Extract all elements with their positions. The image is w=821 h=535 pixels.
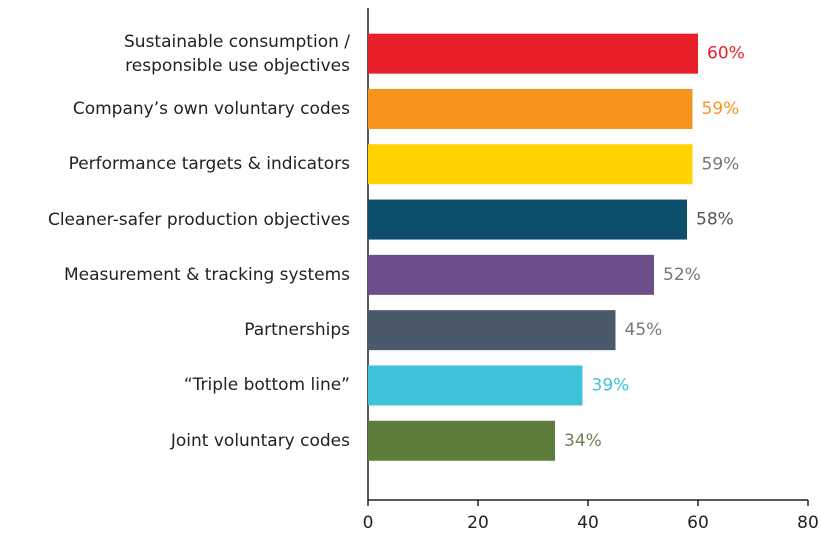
bar (368, 144, 693, 185)
bar (368, 199, 687, 240)
category-label: Performance targets & indicators (68, 154, 350, 175)
bar (368, 310, 616, 351)
value-label: 52% (663, 265, 701, 285)
category-label: “Triple bottom line” (183, 375, 350, 396)
category-label: Company’s own voluntary codes (72, 98, 350, 119)
x-tick-label: 80 (797, 513, 819, 533)
value-label: 39% (592, 375, 630, 395)
x-tick-label: 0 (363, 513, 374, 533)
bar (368, 33, 698, 74)
value-label: 58% (696, 210, 734, 230)
category-label: Measurement & tracking systems (63, 264, 350, 285)
x-tick-label: 60 (687, 513, 709, 533)
bar (368, 420, 555, 461)
bar (368, 88, 693, 129)
value-label: 34% (564, 431, 602, 451)
value-label: 59% (702, 99, 740, 119)
category-label: Joint voluntary codes (170, 430, 350, 451)
category-label: Partnerships (244, 320, 350, 341)
category-label: Cleaner-safer production objectives (47, 209, 350, 230)
x-tick-label: 20 (467, 513, 489, 533)
category-label: Sustainable consumption / responsible us… (124, 31, 350, 76)
bar (368, 365, 583, 406)
value-label: 60% (707, 44, 745, 64)
value-label: 45% (625, 320, 663, 340)
value-label: 59% (702, 154, 740, 174)
x-tick-label: 40 (577, 513, 599, 533)
bar (368, 254, 654, 295)
